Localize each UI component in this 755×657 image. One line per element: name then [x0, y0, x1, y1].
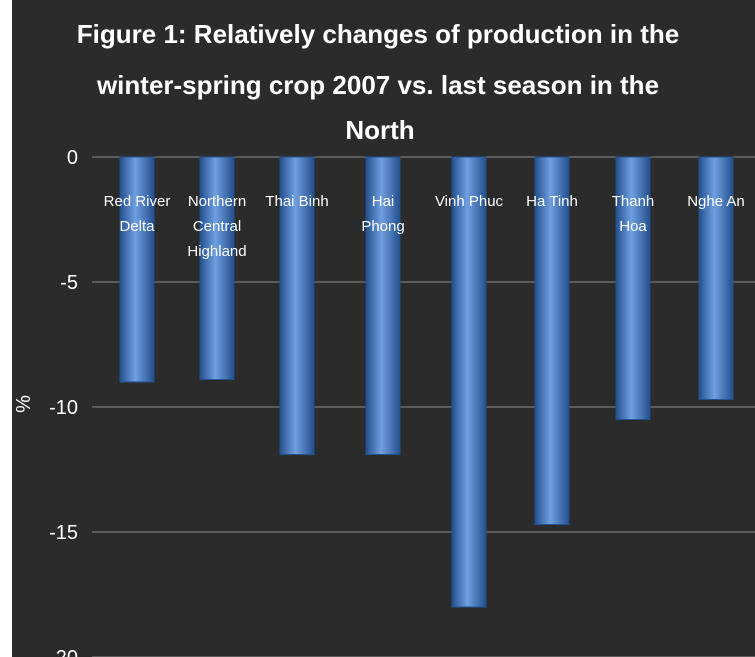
category-label: Ha Tinh: [526, 193, 578, 210]
category-label: Thai Binh: [265, 193, 328, 210]
category-label: Central: [193, 218, 241, 235]
category-label: Delta: [119, 218, 155, 235]
y-axis-title: %: [13, 395, 35, 413]
y-tick-label: -5: [60, 272, 78, 294]
bars: [119, 156, 734, 608]
bar: [119, 156, 155, 383]
chart-title-line-2: winter-spring crop 2007 vs. last season …: [96, 70, 659, 100]
y-tick-label: -15: [49, 522, 78, 544]
chart-title: Figure 1: Relatively changes of producti…: [77, 19, 679, 145]
category-labels: Red River Delta Northern Central Highland Tha…: [104, 193, 745, 260]
bar: [615, 156, 651, 420]
bar: [534, 156, 570, 525]
category-label: Phong: [361, 218, 404, 235]
category-label: Red River: [104, 193, 171, 210]
category-label: Hoa: [619, 218, 647, 235]
category-label: Vinh Phuc: [435, 193, 504, 210]
chart-title-line-1: Figure 1: Relatively changes of producti…: [77, 19, 679, 49]
bar: [451, 156, 487, 608]
chart-title-line-3: North: [345, 115, 414, 145]
y-tick-label: -10: [49, 397, 78, 419]
bar: [365, 156, 401, 455]
category-label: Northern: [188, 193, 246, 210]
category-label: Thanh: [612, 193, 655, 210]
y-tick-labels: 0 -5 -10 -15 -20: [49, 147, 78, 657]
category-label: Nghe An: [687, 193, 745, 210]
bar: [279, 156, 315, 455]
category-label: Hai: [372, 193, 395, 210]
y-tick-label: 0: [67, 147, 78, 169]
category-label: Highland: [187, 243, 246, 260]
gridlines: [92, 156, 755, 657]
y-tick-label: -20: [49, 647, 78, 657]
bar: [199, 156, 235, 380]
bar: [698, 156, 734, 400]
